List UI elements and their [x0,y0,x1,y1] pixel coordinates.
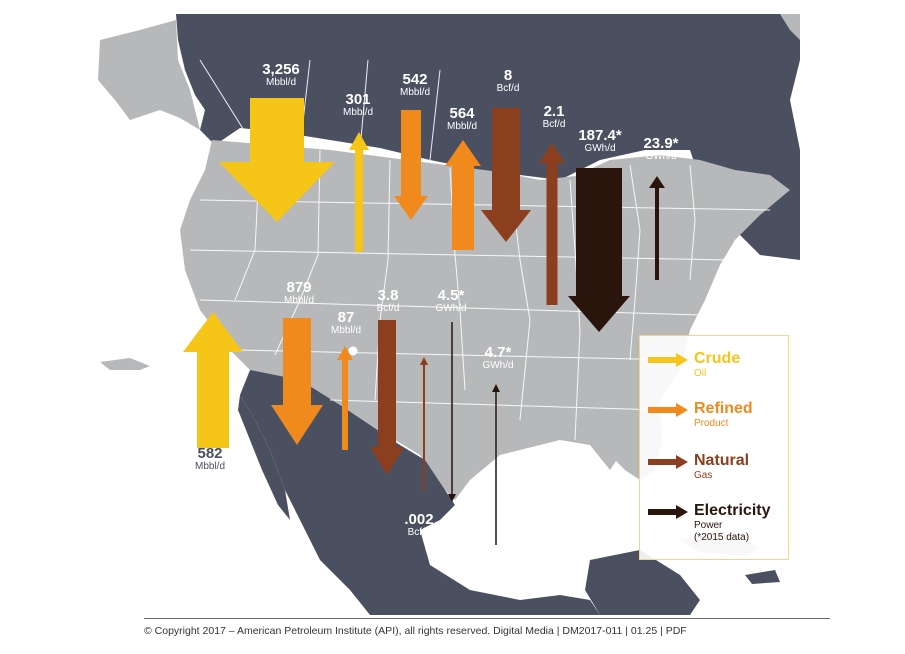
flow-label-gas-canada-us: 8 Bcf/d [488,68,528,94]
flow-arrows [183,98,665,545]
baja-peninsula [238,395,290,520]
flow-label-elec-mexico-us: 4.7* GWh/d [473,345,523,371]
natural-gas-arrow-icon [648,455,688,469]
pacific-islands [100,358,150,370]
flow-unit: GWh/d [435,302,467,314]
flow-value: 4.5* [437,287,465,304]
legend-subtitle: Oil [694,368,707,379]
flow-label-refined-us-mexico: 879 Mbbl/d [274,280,324,306]
copyright-footer: © Copyright 2017 – American Petroleum In… [144,618,830,637]
flow-arrow-refined-canada-us [394,110,428,220]
flow-unit: Mbbl/d [330,324,361,336]
flow-unit: Mbbl/d [446,120,477,132]
flow-arrow-crude-us-canada [349,132,369,252]
flow-value: 8 [503,67,513,84]
flow-unit: GWh/d [645,150,677,162]
mexico-landmass [240,370,600,615]
flow-value: 2.1 [543,103,565,120]
flow-unit: Mbbl/d [194,460,225,472]
legend-title: Natural [694,452,750,469]
flow-arrow-elec-canada-us [568,168,630,332]
flow-value: 564 [449,105,475,122]
legend-title: Refined [694,400,753,417]
flow-value: 4.7* [484,344,512,361]
flow-label-refined-canada-us: 542 Mbbl/d [390,72,440,98]
state-borders [189,59,771,441]
flow-arrow-gas-mexico-us [420,357,428,492]
flow-arrow-refined-us-canada [445,140,481,250]
flow-value: 23.9* [643,135,679,152]
flow-arrow-refined-mexico-us [337,346,353,450]
electricity-arrow-icon [648,505,688,519]
flow-value: 187.4* [578,127,622,144]
flow-unit: Bcf/d [496,82,520,94]
flow-arrow-gas-canada-us [481,108,531,242]
flow-label-elec-canada-us: 187.4* GWh/d [572,128,628,154]
canada-landmass [176,14,800,260]
us-landmass [180,140,790,500]
flow-label-gas-us-mexico: 3.8 Bcf/d [368,288,408,314]
flow-unit: Bcf/d [407,526,431,538]
legend-subtitle: Product [694,418,729,429]
hudson-bay [470,30,640,110]
greenland-fragment [780,14,800,40]
flow-arrow-refined-us-mexico [271,318,323,445]
legend-subtitle: Gas [694,470,713,481]
legend-title: Electricity [694,502,771,519]
flow-unit: Bcf/d [376,302,400,314]
flow-value: 301 [345,91,371,108]
legend-title: Crude [694,350,741,367]
flow-unit: Mbbl/d [399,86,430,98]
flow-value: 542 [402,71,428,88]
flow-unit: Mbbl/d [342,106,373,118]
flow-label-elec-us-canada: 23.9* GWh/d [636,136,686,162]
flow-unit: Mbbl/d [283,294,314,306]
origin-dot-marker [348,346,358,356]
flow-arrow-elec-us-canada [649,176,665,280]
crude-arrow-icon [648,353,688,367]
flow-arrow-crude-mexico-us [183,312,243,448]
flow-value: 879 [286,279,312,296]
legend-subtitle-text: Power [694,520,723,531]
flow-label-refined-us-canada: 564 Mbbl/d [437,106,487,132]
flow-label-elec-us-mexico: 4.5* GWh/d [426,288,476,314]
legend-note: (*2015 data) [694,531,750,543]
flow-arrow-elec-us-mexico [448,322,456,502]
flow-value: 3.8 [377,287,399,304]
flow-label-crude-mexico-us: 582 Mbbl/d [185,446,235,472]
legend: Crude Oil Refined Product Natural Gas El… [639,335,789,560]
flow-unit: Mbbl/d [265,76,296,88]
flow-label-crude-canada-us: 3,256 Mbbl/d [243,62,319,88]
flow-unit: Bcf/d [542,118,566,130]
central-america [585,550,700,615]
flow-value: 3,256 [262,61,300,78]
flow-value: 87 [337,309,355,326]
flow-label-gas-us-canada: 2.1 Bcf/d [534,104,574,130]
flow-arrow-crude-canada-us [219,98,335,222]
flow-label-refined-mexico-us: 87 Mbbl/d [322,310,370,336]
land-layer [98,14,800,615]
flow-label-crude-us-canada: 301 Mbbl/d [335,92,381,118]
flow-arrow-elec-mexico-us [492,384,500,545]
flow-unit: GWh/d [482,359,514,371]
flow-value: .002 [404,511,434,528]
flow-unit: GWh/d [584,142,616,154]
flow-arrow-gas-us-canada [539,143,565,305]
refined-arrow-icon [648,403,688,417]
flow-value: 582 [197,445,223,462]
alaska-landmass [98,20,200,130]
flow-label-gas-mexico-us: .002 Bcf/d [396,512,442,538]
legend-subtitle: Power (*2015 data) [694,520,749,543]
flow-arrow-gas-us-mexico [370,320,404,475]
caribbean-island [745,570,780,584]
